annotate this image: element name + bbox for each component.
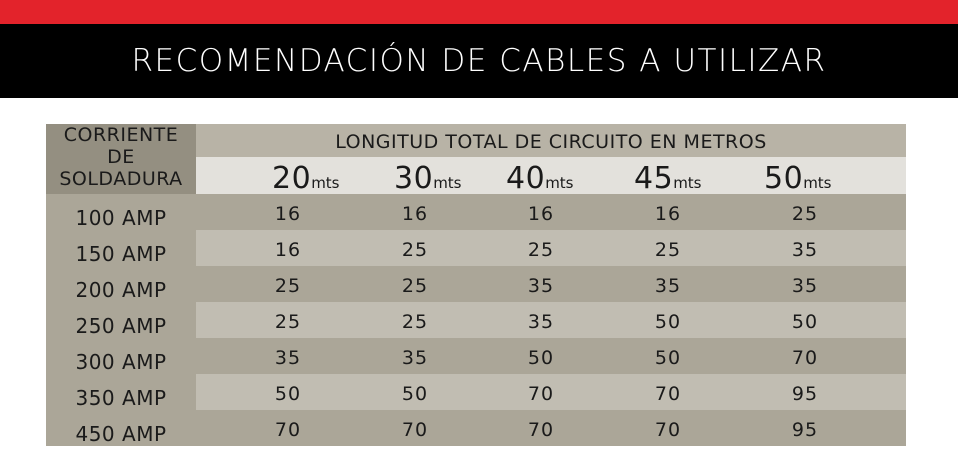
- row-label-current: 300 AMP: [75, 350, 167, 374]
- row-label-current: 150 AMP: [75, 242, 167, 266]
- cable-size-cell: 35: [274, 347, 302, 369]
- table-row: 50 50 70 70 95: [196, 374, 906, 410]
- cable-size-cell: 70: [401, 419, 429, 441]
- length-header-30: 30mts: [394, 157, 462, 196]
- cable-size-cell: 16: [401, 203, 429, 225]
- row-label-current: 200 AMP: [75, 278, 167, 302]
- cable-size-cell: 16: [654, 203, 682, 225]
- cable-size-cell: 25: [274, 275, 302, 297]
- cable-size-cell: 35: [654, 275, 682, 297]
- table-row: 16 25 25 25 35: [196, 230, 906, 266]
- cable-size-cell: 25: [401, 275, 429, 297]
- top-red-stripe: [0, 0, 958, 24]
- length-header-50: 50mts: [764, 157, 832, 196]
- cable-size-cell: 95: [791, 383, 819, 405]
- circuit-length-header: LONGITUD TOTAL DE CIRCUITO EN METROS: [196, 124, 906, 157]
- cable-size-cell: 70: [791, 347, 819, 369]
- row-label-column: [46, 194, 196, 446]
- length-header-40: 40mts: [506, 157, 574, 196]
- lengths-row: 20mts 30mts 40mts 45mts 50mts: [196, 157, 906, 196]
- length-header-20: 20mts: [272, 157, 340, 196]
- cable-size-cell: 50: [654, 347, 682, 369]
- corner-header-line: DE: [107, 146, 135, 168]
- page-title: RECOMENDACIÓN DE CABLES A UTILIZAR: [131, 43, 827, 79]
- cable-size-cell: 25: [527, 239, 555, 261]
- cable-size-cell: 25: [274, 311, 302, 333]
- table-row: 25 25 35 50 50: [196, 302, 906, 338]
- table-row: 16 16 16 16 25: [196, 194, 906, 230]
- length-value: 20: [272, 161, 312, 196]
- cable-size-cell: 95: [791, 419, 819, 441]
- cable-size-cell: 25: [401, 239, 429, 261]
- cable-size-cell: 70: [654, 419, 682, 441]
- cable-size-cell: 50: [654, 311, 682, 333]
- cable-recommendation-table: CORRIENTE DE SOLDADURA LONGITUD TOTAL DE…: [46, 124, 906, 446]
- table-row: 25 25 35 35 35: [196, 266, 906, 302]
- length-unit: mts: [433, 174, 462, 192]
- table-row: 70 70 70 70 95: [196, 410, 906, 446]
- cable-size-cell: 25: [401, 311, 429, 333]
- cable-size-cell: 35: [791, 239, 819, 261]
- title-band: [0, 24, 958, 98]
- cable-size-cell: 16: [527, 203, 555, 225]
- cable-size-cell: 50: [527, 347, 555, 369]
- cable-size-cell: 70: [654, 383, 682, 405]
- corner-header-line: SOLDADURA: [59, 168, 183, 190]
- length-unit: mts: [311, 174, 340, 192]
- corner-header-line: CORRIENTE: [63, 124, 179, 146]
- row-label-current: 350 AMP: [75, 386, 167, 410]
- row-label-current: 100 AMP: [75, 206, 167, 230]
- length-value: 45: [634, 161, 674, 196]
- cable-size-cell: 35: [401, 347, 429, 369]
- length-value: 50: [764, 161, 804, 196]
- length-header-45: 45mts: [634, 157, 702, 196]
- table-row: 35 35 50 50 70: [196, 338, 906, 374]
- cable-size-cell: 25: [791, 203, 819, 225]
- cable-size-cell: 35: [791, 275, 819, 297]
- cable-size-cell: 50: [791, 311, 819, 333]
- cable-size-cell: 50: [401, 383, 429, 405]
- length-value: 30: [394, 161, 434, 196]
- cable-size-cell: 35: [527, 311, 555, 333]
- cable-size-cell: 16: [274, 239, 302, 261]
- cable-size-cell: 35: [527, 275, 555, 297]
- cable-size-cell: 25: [654, 239, 682, 261]
- cable-size-cell: 16: [274, 203, 302, 225]
- row-label-current: 250 AMP: [75, 314, 167, 338]
- cable-size-cell: 70: [527, 419, 555, 441]
- row-label-current: 450 AMP: [75, 422, 167, 446]
- length-unit: mts: [673, 174, 702, 192]
- cable-size-cell: 70: [274, 419, 302, 441]
- length-unit: mts: [803, 174, 832, 192]
- length-value: 40: [506, 161, 546, 196]
- length-unit: mts: [545, 174, 574, 192]
- welding-current-header: CORRIENTE DE SOLDADURA: [46, 124, 196, 194]
- cable-size-cell: 50: [274, 383, 302, 405]
- cable-size-cell: 70: [527, 383, 555, 405]
